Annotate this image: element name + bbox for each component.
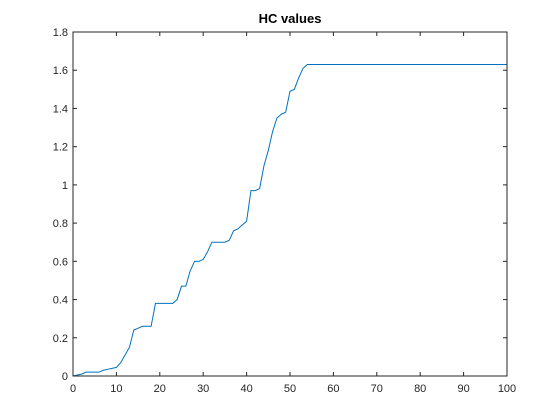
y-tick-label: 1	[62, 180, 68, 192]
y-tick-label: 0	[62, 371, 68, 383]
y-tick-label: 1.4	[53, 103, 68, 115]
x-tick-label: 40	[240, 383, 252, 395]
x-tick-label: 70	[371, 383, 383, 395]
x-tick-label: 100	[498, 383, 516, 395]
x-tick-label: 0	[70, 383, 76, 395]
x-tick-label: 10	[110, 383, 122, 395]
x-tick-label: 30	[197, 383, 209, 395]
x-tick-label: 50	[284, 383, 296, 395]
x-tick-label: 80	[414, 383, 426, 395]
y-tick-label: 1.2	[53, 142, 68, 154]
y-tick-label: 0.2	[53, 333, 68, 345]
y-tick-label: 0.8	[53, 218, 68, 230]
x-tick-label: 60	[327, 383, 339, 395]
y-tick-label: 1.8	[53, 27, 68, 39]
x-tick-label: 90	[457, 383, 469, 395]
plot-background	[73, 32, 507, 376]
y-tick-label: 0.6	[53, 256, 68, 268]
x-tick-label: 20	[154, 383, 166, 395]
y-tick-label: 1.6	[53, 65, 68, 77]
y-tick-label: 0.4	[53, 295, 68, 307]
chart-title: HC values	[259, 11, 322, 26]
